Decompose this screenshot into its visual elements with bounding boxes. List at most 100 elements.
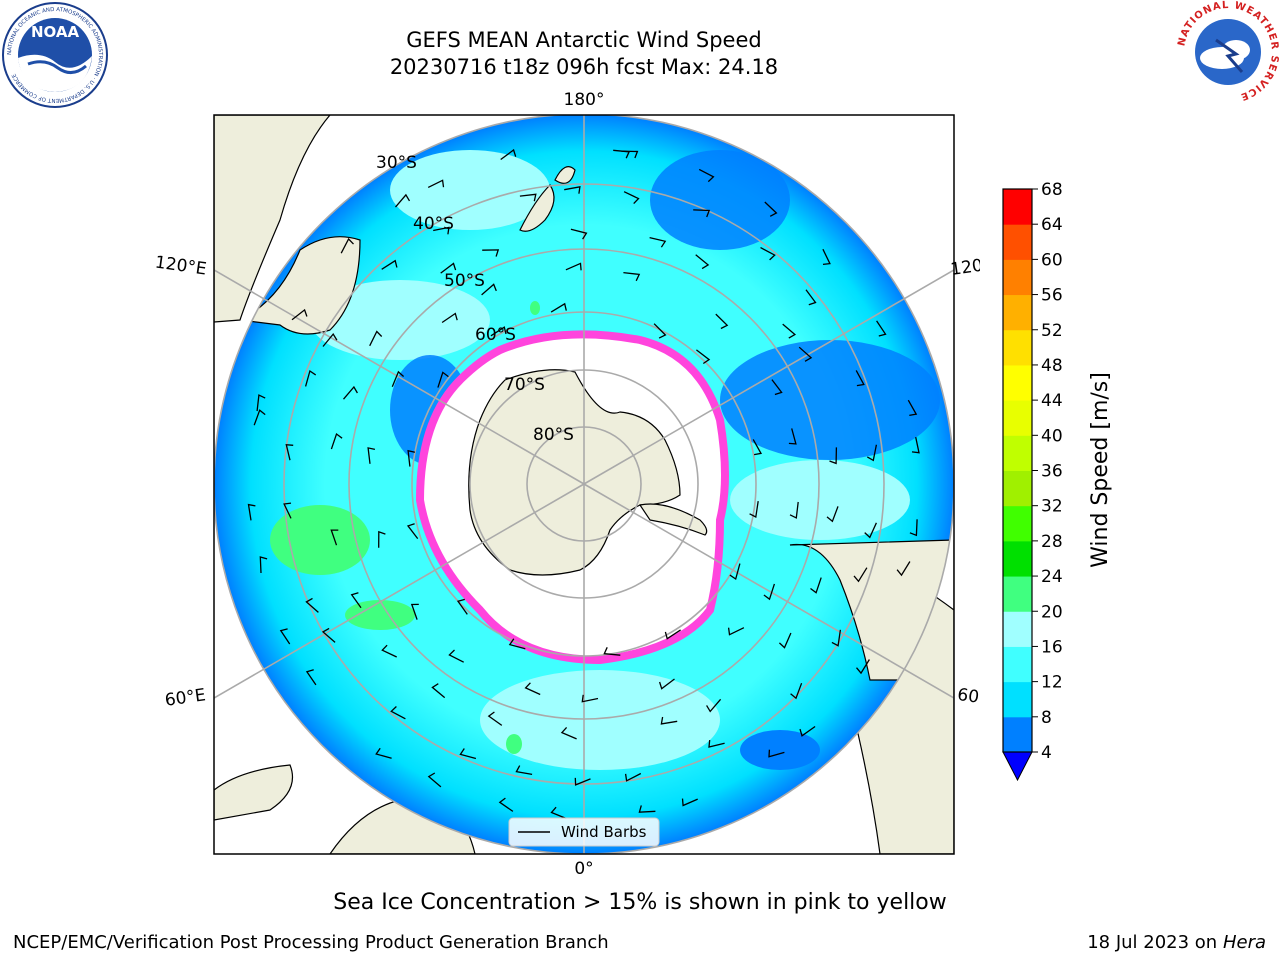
colorbar-tick-label: 64 xyxy=(1041,215,1063,235)
wind-barb xyxy=(855,370,865,387)
wind-barb xyxy=(727,627,745,636)
wind-barb xyxy=(375,747,392,759)
wind-barb xyxy=(519,193,537,202)
colorbar-tick-label: 36 xyxy=(1041,462,1063,482)
wind-barb xyxy=(406,523,419,539)
lon-label-120e: 120°E xyxy=(154,253,208,280)
wind-barb xyxy=(304,369,317,387)
colorbar-label: Wind Speed [m/s] xyxy=(1088,372,1113,568)
legend-label: Wind Barbs xyxy=(561,823,647,841)
map-frame xyxy=(213,114,955,855)
wind-barb xyxy=(481,283,497,296)
wind-barb xyxy=(760,247,776,261)
wind-barb xyxy=(305,669,317,686)
wind-barb xyxy=(343,385,358,400)
wind-barb xyxy=(395,193,411,208)
wind-barb xyxy=(681,798,698,807)
wind-barb xyxy=(508,638,526,650)
wind-barb xyxy=(649,236,667,248)
wind-barb xyxy=(653,323,667,339)
wind-barb xyxy=(482,249,500,257)
wind-barb xyxy=(259,556,268,574)
wind-barb xyxy=(876,320,887,337)
polar-map: 180° 0° 120°E 120°W 60°E 60°W 30°S 40°S … xyxy=(154,90,980,879)
colorbar-tick-label: 44 xyxy=(1041,391,1063,411)
colorbar-segment xyxy=(1003,540,1032,577)
wind-barb xyxy=(660,716,678,725)
wind-barb xyxy=(291,308,308,321)
svg-text:NOAA: NOAA xyxy=(31,23,80,41)
wind-barbs xyxy=(247,148,920,820)
wind-barb xyxy=(715,313,729,330)
wind-barb xyxy=(864,522,877,539)
wind-barb xyxy=(696,349,711,365)
wind-barb xyxy=(441,312,458,324)
sea-ice-caption: Sea Ice Concentration > 15% is shown in … xyxy=(333,890,947,915)
wind-barb xyxy=(805,289,817,306)
wind-barb xyxy=(487,711,503,726)
colorbar-tick-label: 28 xyxy=(1041,532,1063,552)
colorbar-segment xyxy=(1003,364,1032,401)
wind-barb xyxy=(790,682,803,700)
wind-barb xyxy=(658,678,675,690)
wind-barb xyxy=(698,168,715,183)
wind-barb xyxy=(407,449,416,467)
wind-barb xyxy=(763,583,776,601)
wind-barb xyxy=(624,772,642,782)
chart-title: GEFS MEAN Antarctic Wind Speed xyxy=(406,28,762,52)
colorbar-tick-label: 20 xyxy=(1041,602,1063,622)
colorbar-segment xyxy=(1003,470,1032,507)
wind-barb xyxy=(369,330,383,347)
wind-barb xyxy=(909,519,918,537)
wind-barb xyxy=(788,428,797,445)
wind-barb xyxy=(752,439,763,456)
wind-barb xyxy=(560,726,577,740)
wind-barb xyxy=(789,501,799,519)
colorbar-tick-label: 4 xyxy=(1041,743,1052,763)
wind-barb xyxy=(638,805,656,813)
colorbar-under-arrow xyxy=(1002,751,1033,782)
lon-label-180: 180° xyxy=(564,90,605,110)
wind-barb xyxy=(856,659,870,675)
lat-label-70s: 70°S xyxy=(504,375,545,395)
wind-barb xyxy=(603,647,621,656)
wind-barb xyxy=(283,502,292,519)
wind-barb xyxy=(798,346,813,362)
wind-barb xyxy=(810,577,822,594)
lat-label-50s: 50°S xyxy=(444,271,485,291)
wind-barb xyxy=(340,237,354,254)
wind-barb xyxy=(253,409,266,426)
wind-barb xyxy=(853,567,868,583)
wind-barb xyxy=(440,262,457,274)
wind-barb xyxy=(574,777,591,786)
colorbar-segment xyxy=(1003,505,1032,542)
colorbar-tick-label: 56 xyxy=(1041,286,1063,306)
wind-barb xyxy=(565,262,582,271)
wind-barb xyxy=(390,706,406,720)
wind-barb xyxy=(490,326,507,337)
wind-barb-legend: Wind Barbs xyxy=(508,817,660,847)
lat-label-30s: 30°S xyxy=(376,153,417,173)
wind-barb xyxy=(285,443,294,461)
footer-date-text: 18 Jul 2023 on xyxy=(1087,932,1223,953)
wind-barb xyxy=(305,597,319,613)
wind-barb xyxy=(247,503,256,521)
footer-host: Hera xyxy=(1222,932,1266,953)
wind-barb xyxy=(799,725,816,737)
lon-label-60e: 60°E xyxy=(164,685,207,710)
lon-label-60w: 60°W xyxy=(956,685,980,711)
wind-barb xyxy=(410,603,419,620)
colorbar-tick-label: 48 xyxy=(1041,356,1063,376)
wind-barb xyxy=(866,444,878,462)
wind-barb xyxy=(433,226,450,235)
wind-barb xyxy=(782,323,797,339)
footer-credit: NCEP/EMC/Verification Post Processing Pr… xyxy=(13,932,609,953)
wind-barb xyxy=(550,302,567,313)
wind-barb xyxy=(621,150,639,159)
colorbar-segment xyxy=(1003,224,1032,260)
wind-barb xyxy=(378,530,386,548)
lat-label-80s: 80°S xyxy=(533,425,574,445)
wind-barb xyxy=(623,191,640,205)
wind-barb xyxy=(456,598,468,615)
colorbar-segment xyxy=(1003,329,1032,366)
